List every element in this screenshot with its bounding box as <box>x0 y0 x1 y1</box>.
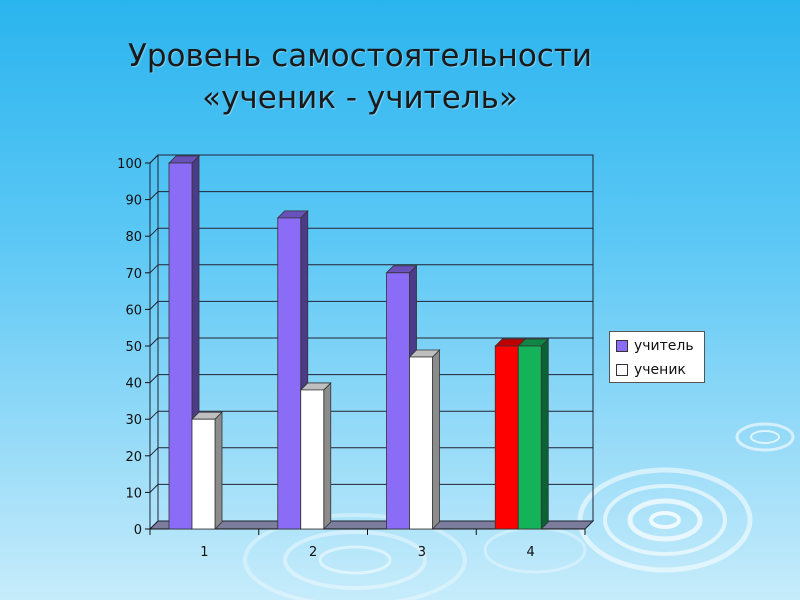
x-tick-label-1: 1 <box>200 545 208 560</box>
bar-student-4-side <box>540 338 549 530</box>
bar-teacher-1 <box>168 162 193 530</box>
legend-item-teacher: учитель <box>616 338 694 354</box>
bar-student-2 <box>300 389 325 530</box>
legend-item-student: ученик <box>616 362 686 378</box>
gridline-diagonal <box>149 484 159 493</box>
bar-student-1-side <box>214 411 223 530</box>
gridline-diagonal <box>149 410 159 420</box>
legend-label-student: ученик <box>634 362 686 378</box>
y-tick-label: 30 <box>125 413 142 428</box>
x-tick-label-2: 2 <box>309 545 317 560</box>
bar-student-4 <box>517 345 542 530</box>
bar-teacher-2 <box>277 217 302 530</box>
y-tick-label: 90 <box>125 194 142 209</box>
gridline-diagonal <box>149 227 159 237</box>
chart-title-line2: «ученик - учитель» <box>202 80 518 116</box>
gridline-diagonal <box>149 301 159 310</box>
bar-student-3 <box>409 356 433 530</box>
x-tick-label-3: 3 <box>418 545 426 560</box>
bar-student-1 <box>191 418 216 530</box>
gridline-diagonal <box>149 191 159 200</box>
chart-legend: учитель ученик <box>609 331 705 383</box>
legend-swatch-student <box>616 364 628 376</box>
gridline-diagonal <box>149 337 159 347</box>
gridline-diagonal <box>149 374 159 383</box>
y-tick-label: 20 <box>125 450 142 465</box>
y-tick-label: 0 <box>134 523 142 538</box>
legend-swatch-teacher <box>616 340 628 352</box>
x-tick-label-4: 4 <box>526 545 534 560</box>
gridline-diagonal <box>149 264 159 274</box>
y-tick-label: 80 <box>125 230 142 245</box>
bar-teacher-4 <box>494 345 519 530</box>
bar-teacher-3 <box>386 272 410 530</box>
gridline-diagonal <box>149 447 159 457</box>
bar-student-2-side <box>323 381 332 530</box>
y-tick-label: 100 <box>117 157 142 172</box>
y-tick-label: 60 <box>125 303 142 318</box>
y-tick-label: 50 <box>125 340 142 355</box>
y-tick-label: 10 <box>125 486 142 501</box>
y-axis-top-edge <box>149 154 159 164</box>
y-tick-label: 70 <box>125 267 142 282</box>
chart-title-line1: Уровень самостоятельности <box>127 38 593 74</box>
legend-label-teacher: учитель <box>634 338 694 354</box>
y-tick-label: 40 <box>125 377 142 392</box>
bar-student-3-side <box>432 349 440 530</box>
